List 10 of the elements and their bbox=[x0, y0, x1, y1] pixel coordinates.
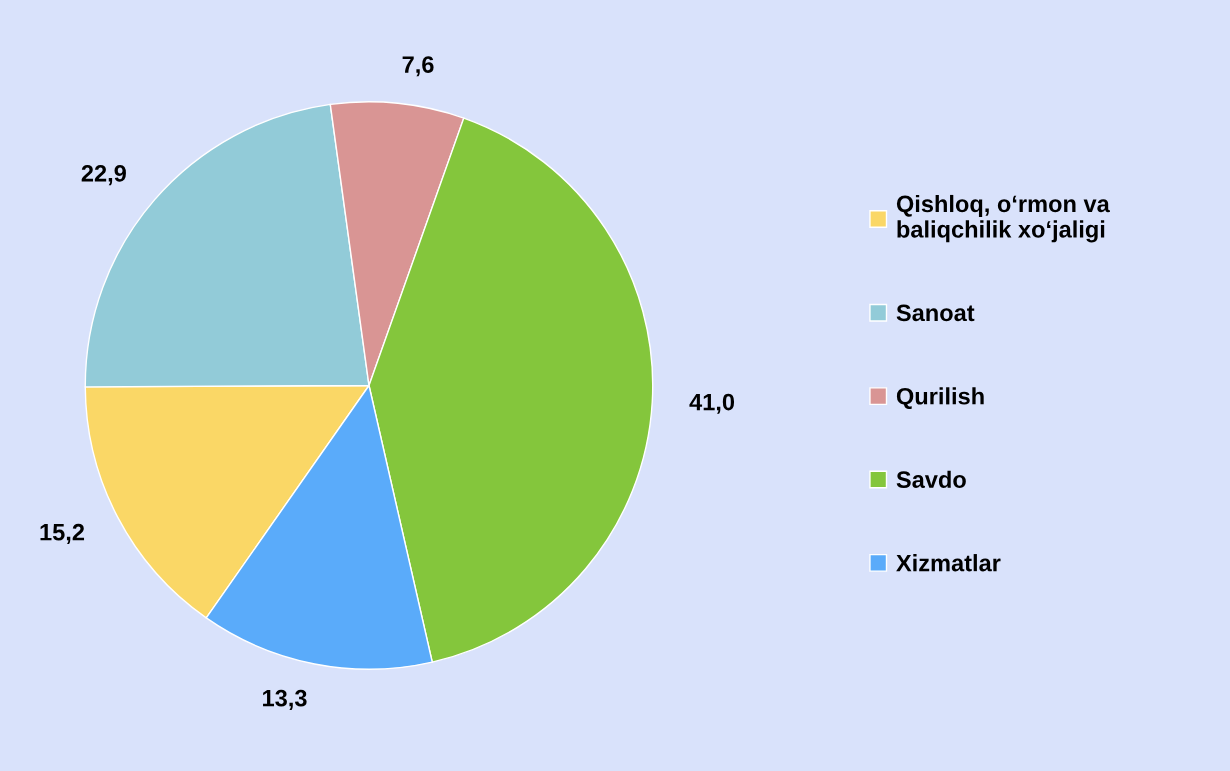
data-label: 15,2 bbox=[40, 523, 85, 544]
legend-label: Qurilish bbox=[896, 387, 984, 410]
data-label: 41,0 bbox=[689, 393, 735, 414]
data-label: 7,6 bbox=[402, 56, 434, 77]
data-label: 22,9 bbox=[81, 165, 126, 186]
legend-label: Qishloq, o‘rmon va baliqchilik xo‘jaligi bbox=[896, 194, 1110, 243]
data-label: 13,3 bbox=[263, 689, 307, 710]
legend-label: Savdo bbox=[896, 470, 966, 488]
legend-label: Xizmatlar bbox=[896, 554, 1001, 572]
legend-label: Sanoat bbox=[896, 304, 975, 322]
